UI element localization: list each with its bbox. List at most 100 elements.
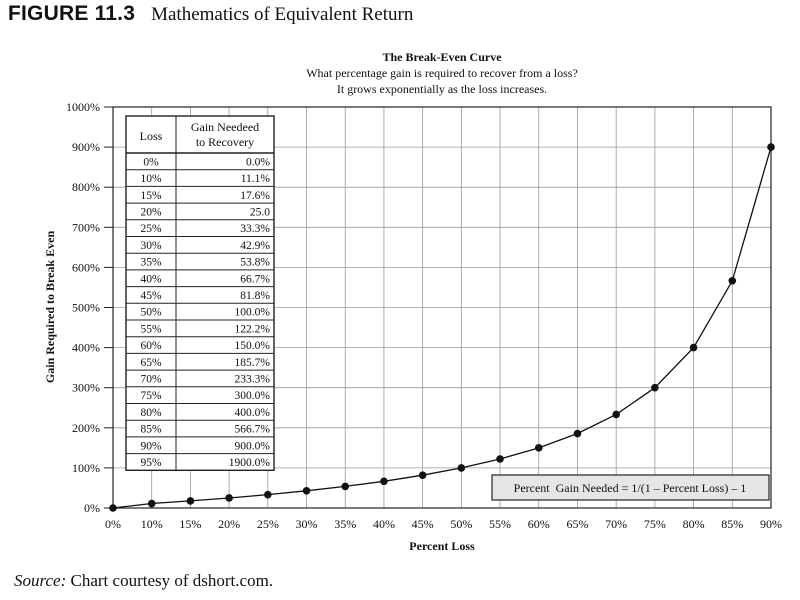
table-cell-loss: 30% bbox=[140, 240, 162, 252]
table-cell-loss: 75% bbox=[140, 390, 162, 402]
x-tick-label: 45% bbox=[412, 517, 434, 531]
x-tick-label: 0% bbox=[105, 517, 121, 531]
table-cell-loss: 65% bbox=[140, 357, 162, 369]
x-tick-label: 35% bbox=[334, 517, 356, 531]
table-header-gain-line-2: to Recovery bbox=[196, 135, 254, 149]
x-tick-label: 30% bbox=[296, 517, 318, 531]
data-point bbox=[728, 276, 737, 285]
data-point bbox=[341, 482, 350, 491]
source-text: Chart courtesy of dshort.com. bbox=[70, 571, 274, 590]
source-note: Source: Chart courtesy of dshort.com. bbox=[14, 571, 273, 591]
x-tick-label: 60% bbox=[528, 517, 550, 531]
table-cell-loss: 10% bbox=[140, 173, 162, 185]
data-point bbox=[651, 383, 659, 392]
figure-label: FIGURE 11.3 bbox=[8, 2, 136, 25]
x-tick-label: 90% bbox=[760, 517, 782, 531]
formula-box bbox=[491, 474, 770, 501]
table-cell-gain: 150.0% bbox=[235, 340, 271, 352]
data-point bbox=[457, 464, 466, 472]
table-cell-gain: 100.0% bbox=[235, 307, 271, 319]
y-tick-label: 800% bbox=[72, 180, 100, 194]
break-even-chart: The Break-Even Curve What percentage gai… bbox=[43, 50, 782, 553]
data-point bbox=[496, 455, 504, 463]
x-tick-label: 20% bbox=[218, 517, 240, 531]
table-header-gain: Gain Needeed to Recovery bbox=[191, 120, 259, 149]
chart-subtitle-line-1: What percentage gain is required to reco… bbox=[306, 66, 578, 80]
table-cell-gain: 900.0% bbox=[235, 440, 271, 452]
table-cell-gain: 42.9% bbox=[240, 240, 270, 252]
data-point bbox=[573, 429, 582, 438]
table-cell-gain: 33.3% bbox=[240, 223, 270, 235]
y-tick-label: 300% bbox=[72, 381, 100, 395]
table-cell-gain: 300.0% bbox=[235, 390, 271, 402]
x-tick-label: 85% bbox=[721, 517, 743, 531]
data-point bbox=[264, 490, 272, 499]
x-tick-label: 10% bbox=[141, 517, 163, 531]
table-cell-gain: 81.8% bbox=[240, 290, 270, 302]
table-cell-loss: 80% bbox=[140, 407, 162, 419]
table-cell-loss: 15% bbox=[140, 190, 162, 202]
table-cell-gain: 11.1% bbox=[241, 173, 271, 185]
table-cell-gain: 0.0% bbox=[246, 156, 270, 168]
data-point bbox=[147, 499, 156, 508]
x-tick-label: 75% bbox=[644, 517, 666, 531]
y-axis-label: Gain Required to Break Even bbox=[43, 231, 57, 384]
table-header-gain-line-1: Gain Needeed bbox=[191, 120, 259, 134]
x-tick-label: 55% bbox=[489, 517, 511, 531]
table-cell-loss: 45% bbox=[140, 290, 162, 302]
table-cell-loss: 25% bbox=[140, 223, 162, 235]
formula-text: Percent Gain Needed = 1/(1 – Percent Los… bbox=[514, 481, 747, 495]
table-cell-loss: 90% bbox=[140, 440, 162, 452]
table-cell-gain: 53.8% bbox=[240, 257, 270, 269]
data-point bbox=[302, 486, 311, 495]
source-label: Source: bbox=[14, 571, 67, 590]
y-tick-label: 1000% bbox=[66, 100, 100, 114]
table-cell-loss: 0% bbox=[143, 156, 159, 168]
table-cell-gain: 233.3% bbox=[235, 373, 271, 385]
table-cell-gain: 122.2% bbox=[235, 323, 271, 335]
data-point bbox=[689, 343, 698, 352]
data-point bbox=[534, 444, 543, 452]
loss-gain-table: Loss Gain Needeed to Recovery 0% 0.0% 10% 11.1… bbox=[125, 115, 275, 471]
data-point bbox=[186, 497, 195, 505]
data-point bbox=[767, 143, 775, 151]
figure-title: Mathematics of Equivalent Return bbox=[151, 4, 414, 25]
table-cell-loss: 95% bbox=[140, 457, 162, 469]
table-cell-loss: 85% bbox=[140, 424, 162, 436]
x-tick-label: 25% bbox=[257, 517, 279, 531]
y-tick-label: 700% bbox=[72, 220, 100, 234]
table-background bbox=[126, 116, 274, 471]
table-cell-gain: 185.7% bbox=[235, 357, 271, 369]
y-tick-label: 900% bbox=[72, 140, 100, 154]
x-tick-label: 65% bbox=[566, 517, 588, 531]
table-cell-loss: 35% bbox=[140, 257, 162, 269]
table-header-loss: Loss bbox=[140, 129, 163, 143]
y-tick-label: 100% bbox=[72, 461, 100, 475]
table-cell-gain: 66.7% bbox=[240, 273, 270, 285]
formula-annotation: Percent Gain Needed = 1/(1 – Percent Los… bbox=[491, 474, 770, 501]
data-point bbox=[380, 477, 388, 486]
table-cell-loss: 70% bbox=[140, 373, 162, 385]
chart-title: The Break-Even Curve bbox=[382, 50, 502, 64]
x-tick-label: 50% bbox=[450, 517, 472, 531]
x-axis-label: Percent Loss bbox=[409, 539, 475, 553]
table-border bbox=[125, 115, 275, 471]
y-tick-label: 200% bbox=[72, 421, 100, 435]
x-tick-label: 40% bbox=[373, 517, 395, 531]
axis-ticks: 0% 10% 15% 20% 25% 30% 35% 40% 45% 50% 55% 60% 65% 70… bbox=[66, 100, 782, 531]
table-cell-loss: 50% bbox=[140, 307, 162, 319]
table-cell-loss: 60% bbox=[140, 340, 162, 352]
table-cell-gain: 17.6% bbox=[240, 190, 270, 202]
x-tick-label: 80% bbox=[683, 517, 705, 531]
y-tick-label: 500% bbox=[72, 301, 100, 315]
y-tick-label: 0% bbox=[84, 501, 100, 515]
series-layer bbox=[109, 143, 775, 512]
table-cell-gain: 1900.0% bbox=[229, 457, 271, 469]
chart-subtitle-line-2: It grows exponentially as the loss incre… bbox=[337, 82, 547, 96]
table-cell-loss: 55% bbox=[140, 323, 162, 335]
table-cell-gain: 25.0 bbox=[250, 206, 270, 218]
y-tick-label: 400% bbox=[72, 341, 100, 355]
series-line bbox=[112, 146, 772, 509]
table-cell-gain: 400.0% bbox=[235, 407, 271, 419]
x-tick-label: 15% bbox=[179, 517, 201, 531]
